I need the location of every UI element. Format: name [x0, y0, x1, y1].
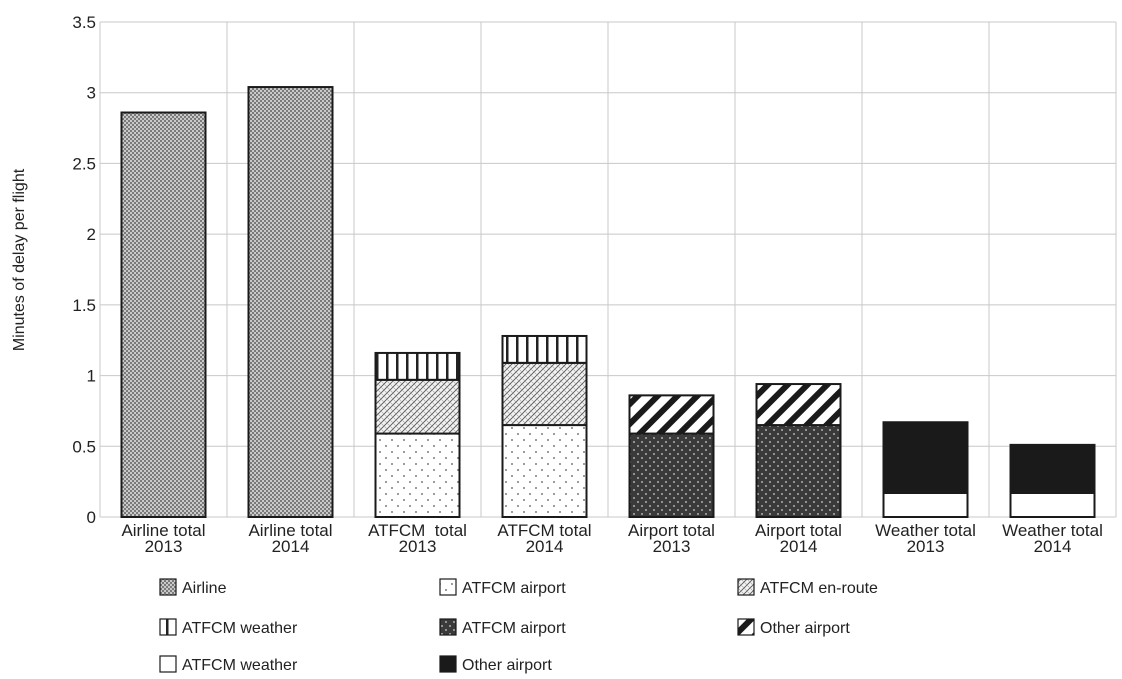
legend-label: Airline — [182, 580, 227, 597]
legend-label: ATFCM weather — [182, 620, 298, 637]
legend-label: Other airport — [462, 657, 552, 674]
y-tick-label: 1.5 — [72, 296, 96, 315]
bar-segment — [374, 378, 461, 435]
legend-swatch — [159, 655, 177, 673]
x-category-label: Weather total — [1002, 521, 1103, 540]
bar-segment — [755, 383, 842, 427]
y-tick-label: 0 — [87, 508, 96, 527]
legend-label: ATFCM airport — [462, 580, 566, 597]
legend-label: ATFCM en-route — [760, 580, 878, 597]
legend-swatch — [439, 578, 457, 596]
bar-segment — [628, 394, 715, 435]
legend-swatch — [737, 618, 755, 636]
x-category-label: 2013 — [653, 537, 691, 556]
x-category-label: 2014 — [272, 537, 310, 556]
legend-swatch — [159, 578, 177, 596]
y-tick-label: 3.5 — [72, 13, 96, 32]
y-tick-label: 2 — [87, 225, 96, 244]
x-category-label: Airline total — [121, 521, 205, 540]
x-category-label: Airport total — [755, 521, 842, 540]
bar-segment — [501, 361, 588, 427]
legend-label: ATFCM airport — [462, 620, 566, 637]
y-tick-label: 0.5 — [72, 437, 96, 456]
bar-segment — [882, 421, 969, 494]
x-category-label: 2013 — [399, 537, 437, 556]
x-category-label: 2014 — [780, 537, 818, 556]
legend-swatch — [159, 618, 177, 636]
legend-swatch — [737, 578, 755, 596]
y-tick-label: 2.5 — [72, 154, 96, 173]
x-category-label: 2014 — [1034, 537, 1072, 556]
legend-swatch — [439, 655, 457, 673]
bar-segment — [755, 424, 842, 519]
bar-segment — [374, 351, 461, 381]
x-category-label: Airport total — [628, 521, 715, 540]
x-category-label: 2013 — [145, 537, 183, 556]
legend-label: Other airport — [760, 620, 850, 637]
x-category-label: ATFCM total — [497, 521, 591, 540]
bars — [120, 86, 1096, 519]
y-tick-label: 3 — [87, 84, 96, 103]
x-category-label: Weather total — [875, 521, 976, 540]
bar-segment — [1009, 491, 1096, 519]
x-category-label: Airline total — [248, 521, 332, 540]
bar-segment — [501, 424, 588, 519]
bar-segment — [120, 111, 207, 518]
bar-segment — [501, 334, 588, 364]
x-category-label: 2013 — [907, 537, 945, 556]
x-category-label: ATFCM total — [368, 521, 467, 540]
bar-segment — [374, 432, 461, 518]
x-category-label: 2014 — [526, 537, 564, 556]
legend: Airline ATFCM airport ATFCM en-route ATFCM … — [159, 578, 878, 674]
bar-segment — [1009, 443, 1096, 494]
bar-segment — [882, 491, 969, 519]
legend-label: ATFCM weather — [182, 657, 298, 674]
y-tick-label: 1 — [87, 367, 96, 386]
bar-segment — [628, 432, 715, 518]
bar-segment — [247, 86, 334, 519]
y-axis-ticks: 0 0.5 1 1.5 2 2.5 3 3.5 — [72, 13, 96, 527]
legend-swatch — [439, 618, 457, 636]
y-axis-title: Minutes of delay per flight — [11, 168, 28, 351]
